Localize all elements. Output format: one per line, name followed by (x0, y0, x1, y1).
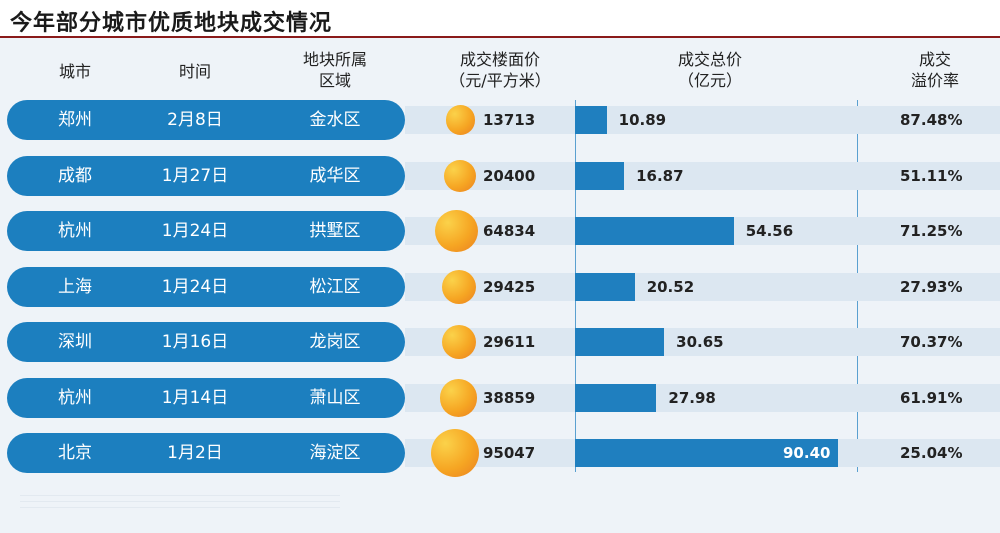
table-row (7, 211, 405, 251)
footer-rule (20, 495, 340, 515)
price-circle (445, 105, 476, 135)
cell-district: 松江区 (309, 277, 361, 297)
total-bar (575, 106, 607, 134)
total-value: 10.89 (618, 111, 667, 129)
table-row (7, 156, 405, 196)
chart-title: 今年部分城市优质地块成交情况 (10, 11, 333, 36)
header-premium-line2: 溢价率 (910, 71, 959, 90)
premium-value: 87.48% (900, 111, 963, 129)
cell-date: 1月14日 (161, 388, 229, 408)
row-stripe (405, 106, 1000, 134)
total-value: 20.52 (646, 278, 695, 296)
title-bar: 今年部分城市优质地块成交情况 (0, 0, 1000, 38)
cell-city: 成都 (58, 166, 92, 186)
price-value: 95047 (483, 444, 536, 462)
cell-district: 海淀区 (309, 443, 361, 463)
cell-date: 1月16日 (161, 332, 229, 352)
total-bar (575, 384, 657, 412)
cell-date: 1月2日 (167, 443, 223, 463)
price-circle (439, 379, 477, 417)
price-value: 29425 (483, 278, 536, 296)
price-circle (443, 160, 476, 192)
premium-value: 51.11% (900, 167, 963, 185)
header-total: 成交总价 （亿元） (640, 49, 780, 91)
header-price-line1: 成交楼面价 (459, 50, 540, 69)
cell-district: 金水区 (309, 110, 361, 130)
total-value: 30.65 (676, 333, 724, 351)
premium-value: 71.25% (900, 222, 963, 240)
cell-city: 深圳 (58, 332, 92, 352)
header-price-line2: （元/平方米） (449, 71, 551, 90)
price-value: 20400 (483, 167, 536, 185)
table-row (7, 433, 405, 473)
header-price: 成交楼面价 （元/平方米） (430, 49, 570, 91)
table-row (7, 378, 405, 418)
total-value: 90.40 (783, 444, 831, 462)
total-bar (575, 439, 838, 467)
header-premium: 成交 溢价率 (890, 49, 980, 91)
cell-city: 北京 (58, 443, 92, 463)
header-total-line1: 成交总价 (677, 50, 742, 69)
row-stripe (405, 162, 1000, 190)
premium-value: 27.93% (900, 278, 963, 296)
cell-city: 杭州 (58, 221, 92, 241)
header-district-line1: 地块所属 (302, 50, 367, 69)
total-bar (575, 273, 635, 301)
total-value: 16.87 (636, 167, 684, 185)
total-bar (575, 328, 665, 356)
price-value: 13713 (483, 111, 536, 129)
cell-district: 龙岗区 (309, 332, 361, 352)
premium-value: 70.37% (900, 333, 963, 351)
header-city: 城市 (58, 62, 91, 81)
table-row (7, 267, 405, 307)
cell-date: 1月24日 (161, 221, 229, 241)
cell-date: 2月8日 (167, 110, 223, 130)
header-total-line2: （亿元） (677, 71, 742, 90)
cell-city: 上海 (58, 277, 92, 297)
header-premium-line1: 成交 (918, 50, 951, 69)
table-row (7, 100, 405, 140)
total-bar (575, 217, 734, 245)
cell-date: 1月24日 (161, 277, 229, 297)
title-rule (0, 36, 1000, 38)
cell-district: 萧山区 (309, 388, 361, 408)
price-value: 64834 (483, 222, 536, 240)
row-stripe (405, 273, 1000, 301)
cell-city: 郑州 (58, 110, 92, 130)
price-circle (435, 209, 479, 253)
cell-district: 拱墅区 (309, 221, 361, 241)
cell-city: 杭州 (58, 388, 92, 408)
price-circle (441, 324, 477, 360)
price-circle (441, 269, 477, 305)
header-district: 地块所属 区域 (290, 49, 380, 91)
header-district-line2: 区域 (318, 71, 351, 90)
total-bar (575, 162, 625, 190)
row-stripe (405, 384, 1000, 412)
table-row (7, 322, 405, 362)
price-circle (431, 429, 480, 477)
price-value: 29611 (483, 333, 536, 351)
header-date: 时间 (178, 62, 211, 81)
cell-date: 1月27日 (161, 166, 229, 186)
total-value: 27.98 (668, 389, 716, 407)
cell-district: 成华区 (309, 166, 361, 186)
row-stripe (405, 328, 1000, 356)
premium-value: 61.91% (900, 389, 963, 407)
total-value: 54.56 (745, 222, 794, 240)
premium-value: 25.04% (900, 444, 963, 462)
price-value: 38859 (483, 389, 536, 407)
